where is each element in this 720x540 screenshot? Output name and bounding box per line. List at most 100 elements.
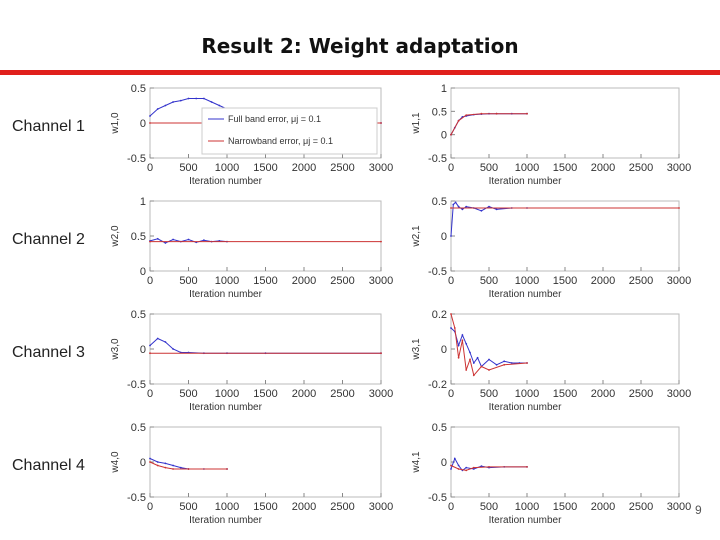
x-tick-label: 3000 [667, 501, 691, 513]
data-point [187, 97, 190, 100]
data-point [469, 358, 471, 361]
y-axis-label: w2,0 [110, 225, 121, 248]
data-point [495, 112, 498, 115]
data-point [179, 466, 182, 469]
y-tick-label: 0 [441, 231, 447, 243]
x-tick-label: 2000 [292, 162, 316, 174]
y-tick-label: 1 [441, 83, 447, 95]
subplot-5: 0.50-0.50 500 1000 1500 2000 2500 3000Iteratio… [110, 309, 393, 413]
y-tick-label: 0.5 [131, 231, 146, 243]
x-axis-label: Iteration number [189, 402, 262, 413]
y-tick-label: 0.5 [432, 106, 447, 118]
title-divider [0, 70, 720, 75]
data-point [488, 205, 490, 208]
data-point [156, 337, 159, 340]
x-tick-label: 2000 [591, 388, 615, 400]
y-tick-label: 0 [441, 457, 447, 469]
data-point [149, 457, 151, 460]
data-point [450, 235, 452, 237]
y-tick-label: -0.5 [127, 492, 146, 504]
data-point [149, 122, 151, 124]
x-tick-label: 0 [448, 501, 454, 513]
y-axis-label: w1,1 [411, 112, 422, 135]
plot-frame [149, 200, 382, 272]
data-point [156, 461, 159, 463]
x-tick-label: 2500 [330, 162, 354, 174]
plot-frame [450, 87, 680, 159]
data-point [452, 203, 455, 206]
x-tick-label: 1000 [515, 162, 539, 174]
data-point [461, 339, 464, 342]
x-tick-label: 500 [480, 275, 498, 287]
y-tick-label: 0 [140, 266, 146, 278]
data-point [457, 468, 460, 470]
x-tick-label: 3000 [667, 275, 691, 287]
subplot-4: 0.50-0.50 500 1000 1500 2000 2500 3000Iteratio… [411, 196, 691, 300]
plot-frame [450, 200, 680, 272]
plot-frame [450, 313, 680, 385]
x-tick-label: 2500 [629, 388, 653, 400]
data-point [457, 464, 460, 467]
data-point [164, 104, 167, 107]
y-tick-label: 0.5 [432, 422, 447, 434]
data-point [472, 362, 475, 364]
x-axis-label: Iteration number [489, 402, 562, 413]
x-tick-label: 1500 [253, 388, 277, 400]
x-tick-label: 1500 [553, 501, 577, 513]
data-point [461, 334, 464, 336]
y-axis-label: w3,1 [411, 338, 422, 361]
x-tick-label: 0 [147, 388, 153, 400]
x-tick-label: 1500 [253, 501, 277, 513]
data-point [172, 348, 175, 350]
data-point [476, 356, 479, 359]
data-point [457, 356, 460, 359]
data-point [465, 469, 468, 472]
data-point [503, 360, 506, 363]
y-tick-label: -0.5 [127, 379, 146, 391]
x-axis-label: Iteration number [189, 515, 262, 526]
data-point [488, 358, 490, 361]
x-tick-label: 3000 [667, 388, 691, 400]
data-point [156, 108, 159, 110]
data-point [149, 352, 151, 355]
x-tick-label: 500 [179, 275, 197, 287]
x-tick-label: 2000 [591, 501, 615, 513]
y-axis-label: w4,0 [110, 451, 121, 474]
data-point [450, 207, 452, 209]
x-tick-label: 3000 [369, 162, 393, 174]
channel-label-4: Channel 4 [12, 457, 85, 474]
x-tick-label: 500 [480, 162, 498, 174]
x-axis-label: Iteration number [489, 515, 562, 526]
x-axis-label: Iteration number [489, 289, 562, 300]
data-point [156, 237, 159, 240]
x-tick-label: 1500 [553, 162, 577, 174]
x-tick-label: 500 [179, 388, 197, 400]
y-tick-label: 0 [140, 344, 146, 356]
y-axis-label: w2,1 [411, 225, 422, 248]
x-tick-label: 1000 [215, 501, 239, 513]
y-axis-label: w4,1 [411, 451, 422, 474]
y-tick-label: 0.5 [432, 196, 447, 208]
data-point [149, 461, 151, 463]
x-axis-label: Iteration number [189, 289, 262, 300]
data-point [465, 114, 468, 116]
data-point [156, 464, 159, 467]
plot-frame [149, 313, 382, 385]
data-point [488, 369, 490, 371]
legend-entry: Narrowband error, μj = 0.1 [228, 136, 333, 146]
x-tick-label: 0 [448, 162, 454, 174]
y-tick-label: -0.2 [428, 379, 447, 391]
x-tick-label: 1500 [253, 275, 277, 287]
data-point [380, 352, 382, 355]
x-tick-label: 1000 [515, 275, 539, 287]
x-tick-label: 1000 [215, 162, 239, 174]
y-tick-label: 0.5 [131, 422, 146, 434]
channel-label-3: Channel 3 [12, 344, 85, 361]
x-tick-label: 2500 [629, 162, 653, 174]
data-point [210, 101, 213, 103]
y-tick-label: 0 [140, 457, 146, 469]
y-tick-label: 0 [441, 130, 447, 142]
x-tick-label: 2000 [591, 162, 615, 174]
data-point [453, 457, 456, 460]
